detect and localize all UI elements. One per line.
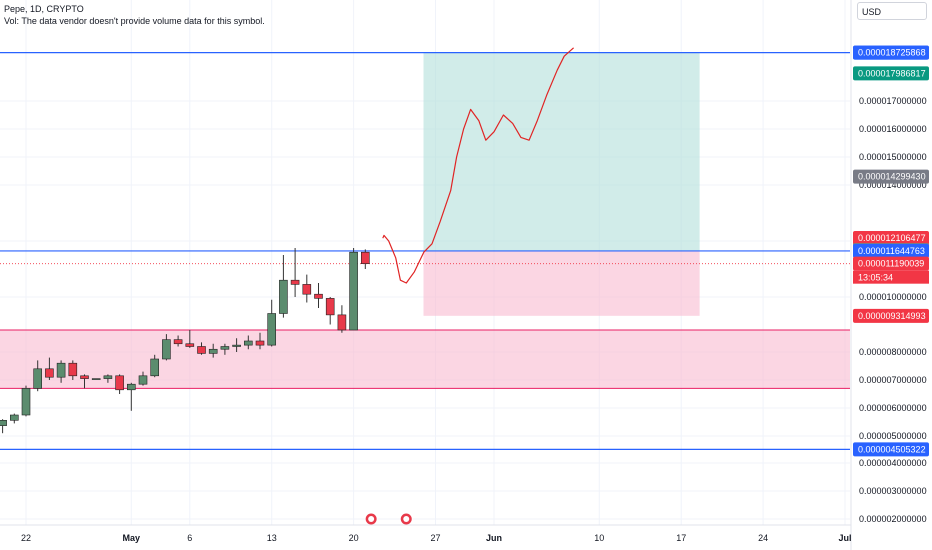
price-label-badge[interactable]	[853, 442, 929, 457]
candle-body[interactable]	[162, 339, 171, 360]
y-tick-label: 0.000015000000	[859, 152, 927, 162]
event-flag-icon-inner	[403, 516, 410, 522]
price-label-text: 0.000009314993	[858, 311, 926, 321]
candle-body[interactable]	[91, 378, 101, 380]
x-tick-label: 27	[430, 533, 440, 543]
long-position-loss-zone[interactable]	[423, 250, 700, 316]
candle-body[interactable]	[290, 279, 300, 285]
candle-body[interactable]	[220, 346, 230, 350]
price-label-text: 0.000018725868	[858, 48, 926, 58]
long-position-profit-zone[interactable]	[423, 52, 700, 251]
x-tick-label: 17	[676, 533, 686, 543]
y-tick-label: 0.000014000000	[859, 180, 927, 190]
candle-body[interactable]	[103, 375, 113, 379]
candle-body[interactable]	[244, 340, 253, 346]
candle-body[interactable]	[127, 383, 136, 391]
drawn-projection-path[interactable]	[382, 47, 574, 284]
price-label-text: 0.000014299430	[858, 172, 926, 182]
x-tick-label: 24	[758, 533, 768, 543]
price-label-text: 0.000011190039	[858, 259, 924, 269]
candle-body[interactable]	[302, 284, 312, 295]
y-tick-label: 0.000017000000	[859, 96, 927, 106]
candle-body[interactable]	[0, 420, 7, 426]
candle-body[interactable]	[115, 375, 124, 391]
x-tick-label: Jun	[486, 533, 502, 543]
price-label-text: 0.000011644763	[858, 246, 925, 256]
x-tick-label: 10	[594, 533, 604, 543]
price-label-text: 0.000017986817	[858, 68, 926, 78]
candle-body[interactable]	[10, 414, 19, 421]
price-label-badge[interactable]	[853, 231, 929, 246]
candle-body[interactable]	[21, 388, 31, 416]
y-tick-label: 0.000010000000	[859, 292, 927, 302]
candle-body[interactable]	[279, 279, 288, 314]
candle-body[interactable]	[337, 314, 347, 331]
candle-body[interactable]	[255, 340, 265, 346]
price-label-badge[interactable]	[853, 256, 929, 271]
candle-body[interactable]	[33, 368, 43, 389]
candle-body[interactable]	[232, 344, 241, 347]
candle-body[interactable]	[349, 251, 358, 331]
price-label-badge[interactable]	[853, 45, 929, 60]
y-tick-label: 0.000004000000	[859, 458, 927, 468]
y-tick-label: 0.000003000000	[859, 486, 927, 496]
x-tick-label: 6	[187, 533, 192, 543]
symbol-title[interactable]: Pepe, 1D, CRYPTO	[4, 4, 84, 14]
candle-body[interactable]	[197, 346, 206, 354]
candle-body[interactable]	[138, 375, 148, 385]
y-tick-label: 0.000016000000	[859, 124, 927, 134]
x-tick-label: 13	[267, 533, 277, 543]
candle-body[interactable]	[80, 375, 89, 379]
candle-body[interactable]	[150, 358, 159, 377]
x-tick-label: 22	[21, 533, 31, 543]
volume-note: Vol: The data vendor doesn't provide vol…	[4, 16, 265, 26]
currency-selector[interactable]: USD	[857, 2, 927, 20]
candle-body[interactable]	[185, 343, 195, 347]
candle-body[interactable]	[314, 293, 323, 299]
event-flag-icon-inner	[368, 516, 375, 522]
candle-body[interactable]	[267, 313, 277, 346]
candle-body[interactable]	[68, 362, 78, 377]
support-zone[interactable]	[0, 330, 850, 389]
countdown-text: 13:05:34	[858, 273, 893, 283]
candle-body[interactable]	[325, 298, 335, 316]
y-tick-label: 0.000007000000	[859, 375, 927, 385]
countdown-badge	[853, 270, 929, 284]
x-tick-label: 20	[349, 533, 359, 543]
price-label-badge[interactable]	[853, 243, 929, 258]
price-label-text: 0.000004505322	[858, 444, 926, 454]
candle-body[interactable]	[56, 362, 66, 378]
y-tick-label: 0.000005000000	[859, 431, 927, 441]
price-label-badge[interactable]	[853, 169, 929, 184]
price-label-text: 0.000012106477	[858, 233, 926, 243]
chart-header: Pepe, 1D, CRYPTO Vol: The data vendor do…	[4, 3, 265, 27]
y-tick-label: 0.000006000000	[859, 403, 927, 413]
candle-body[interactable]	[45, 368, 54, 378]
price-label-badge[interactable]	[853, 308, 929, 323]
x-tick-label: May	[123, 533, 141, 543]
candle-body[interactable]	[208, 348, 218, 354]
candle-body[interactable]	[173, 339, 183, 345]
x-tick-label: Jul	[838, 533, 851, 543]
price-label-badge[interactable]	[853, 66, 929, 81]
candle-body[interactable]	[360, 251, 370, 264]
y-tick-label: 0.000002000000	[859, 514, 927, 524]
y-tick-label: 0.000008000000	[859, 347, 927, 357]
